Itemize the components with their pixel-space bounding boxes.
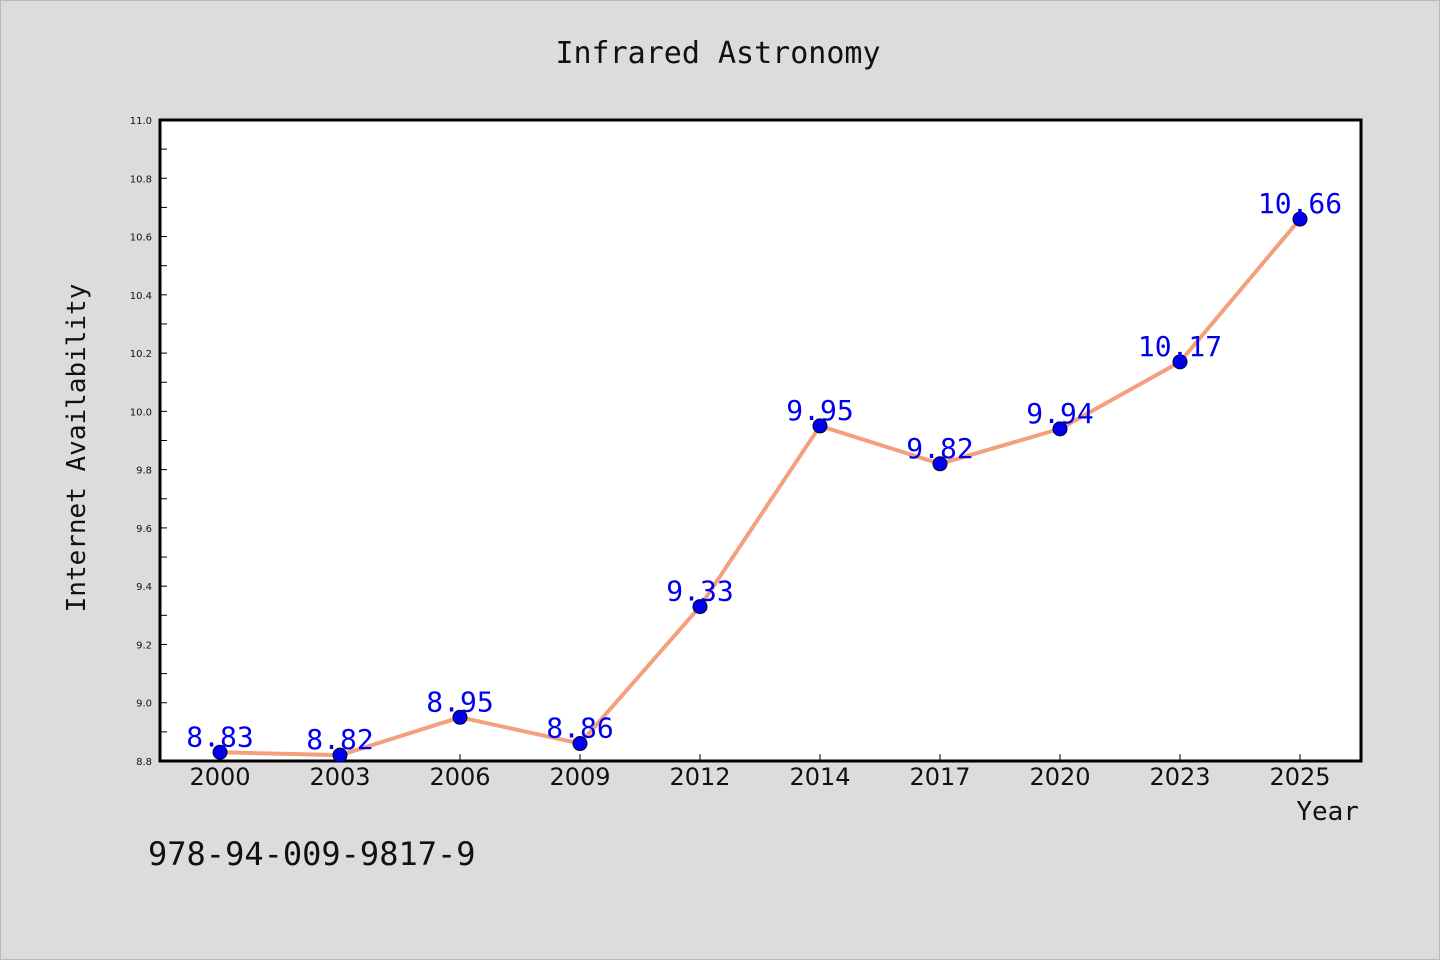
x-tick-label: 2014 — [789, 763, 850, 791]
data-label-group: 8.83 8.82 8.95 8.86 9.33 9.95 9.82 9.94 10.17 10.… — [186, 187, 1342, 756]
data-label: 8.95 — [426, 685, 493, 718]
marker-group — [212, 211, 1308, 763]
data-label: 10.17 — [1138, 330, 1222, 363]
y-tick-label: 11.0 — [130, 116, 152, 127]
y-tick-label: 8.8 — [136, 757, 152, 768]
data-point-marker — [932, 456, 948, 472]
x-tick-label: 2017 — [909, 763, 970, 791]
data-point-marker — [332, 747, 348, 763]
y-tick-label: 10.8 — [130, 174, 152, 185]
x-tick-label: 2000 — [189, 763, 250, 791]
x-tick-label: 2009 — [549, 763, 610, 791]
y-tick-label: 10.6 — [130, 233, 152, 244]
y-tick-label: 9.4 — [136, 582, 152, 593]
y-tick-label: 9.8 — [136, 466, 152, 477]
data-point-marker — [1052, 421, 1068, 437]
x-tick-label: 2006 — [429, 763, 490, 791]
x-axis-label: Year — [1296, 797, 1359, 827]
data-label: 9.94 — [1026, 397, 1093, 430]
chart-title: Infrared Astronomy — [555, 36, 880, 71]
data-point-marker — [692, 599, 708, 615]
y-axis: 8.8 9.0 9.2 9.4 9.6 9.8 10.0 10.2 10.4 10.6 10.8 11… — [130, 116, 167, 768]
y-axis-label: Internet Availability — [62, 284, 92, 613]
x-tick-label: 2012 — [669, 763, 730, 791]
data-point-marker — [572, 736, 588, 752]
data-label: 8.82 — [306, 723, 373, 756]
y-tick-label: 10.4 — [130, 291, 152, 302]
series-line-group — [218, 217, 1302, 758]
data-point-marker — [212, 744, 228, 760]
x-tick-label: 2025 — [1269, 763, 1330, 791]
y-tick-label: 10.0 — [130, 407, 152, 418]
data-label: 10.66 — [1258, 187, 1342, 220]
data-label: 8.86 — [546, 712, 613, 745]
plot-area — [158, 118, 1363, 763]
series-line — [218, 217, 1302, 758]
data-label: 9.95 — [786, 394, 853, 427]
y-tick-label: 10.2 — [130, 349, 152, 360]
y-tick-label: 9.2 — [136, 640, 152, 651]
x-axis: 2000 2003 2006 2009 2012 2014 2017 2020 2023 2025 — [189, 754, 1331, 791]
data-label: 9.82 — [906, 432, 973, 465]
data-label: 8.83 — [186, 720, 253, 753]
y-tick-label: 9.0 — [136, 699, 152, 710]
data-point-marker — [452, 709, 468, 725]
footer-code: 978-94-009-9817-9 — [148, 835, 476, 873]
y-tick-label: 9.6 — [136, 524, 152, 535]
data-label: 9.33 — [666, 575, 733, 608]
data-point-marker — [812, 418, 828, 434]
x-tick-label: 2003 — [309, 763, 370, 791]
x-tick-label: 2023 — [1149, 763, 1210, 791]
data-point-marker — [1292, 211, 1308, 227]
x-tick-label: 2020 — [1029, 763, 1090, 791]
data-point-marker — [1172, 354, 1188, 370]
